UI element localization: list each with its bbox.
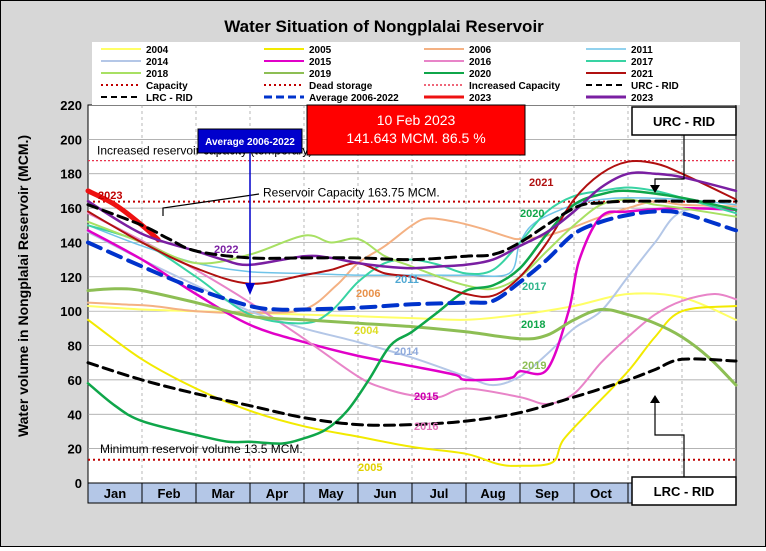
legend-label: Capacity [146, 81, 188, 92]
x-tick-label: Mar [211, 486, 234, 501]
lrc-box-label: LRC - RID [654, 484, 715, 499]
series-label-l2016: 2016 [414, 421, 438, 433]
series-line-urc-rid [86, 199, 738, 262]
x-tick-label: Apr [266, 486, 288, 501]
legend-label: Dead storage [309, 81, 373, 92]
y-tick-label: 40 [68, 407, 82, 422]
average-box-label: Average 2006-2022 [205, 137, 295, 148]
legend-label: 2021 [631, 69, 654, 80]
y-tick-label: 160 [60, 201, 82, 216]
legend-label: 2023 [469, 93, 492, 104]
lrc-arrowhead [650, 395, 660, 403]
annotations: 10 Feb 2023 141.643 MCM. 86.5 % Average 20… [162, 104, 737, 506]
legend-label: 2006 [469, 45, 492, 56]
legend-label: 2005 [309, 45, 332, 56]
y-tick-label: 20 [68, 442, 82, 457]
current-date-label: 10 Feb 2023 [377, 112, 456, 128]
series-line-2018 [87, 198, 737, 291]
x-tick-label: Feb [157, 486, 180, 501]
current-value-label: 141.643 MCM. 86.5 % [346, 130, 485, 146]
y-tick-label: 200 [60, 132, 82, 147]
urc-box-label: URC - RID [653, 114, 715, 129]
series-line-2015 [86, 206, 738, 382]
legend-label: 2004 [146, 45, 169, 56]
series-label-l2018: 2018 [521, 319, 545, 331]
series-label-l2005: 2005 [358, 462, 382, 474]
legend-label: Increased Capacity [469, 81, 561, 92]
series-line-2023 [85, 188, 161, 243]
x-tick-label: May [318, 486, 344, 501]
legend-label: 2020 [469, 69, 492, 80]
y-tick-label: 0 [75, 476, 82, 491]
series-line-2017 [87, 186, 737, 325]
series-line-2022 [86, 171, 738, 270]
y-axis-label: Water volume in Nongplalai Reservoir (MC… [15, 135, 31, 437]
series-label-l2014: 2014 [394, 346, 419, 358]
legend-label: Average 2006-2022 [309, 93, 399, 104]
series-labels: 2023 2022 2021 2020 2017 2018 2019 2011 2006 2004… [98, 177, 553, 474]
series-label-l2004: 2004 [354, 325, 379, 337]
chart-title: Water Situation of Nongplalai Reservoir [224, 17, 544, 36]
lrc-arrow [654, 401, 685, 477]
reference-label-dead: Minimum reservoir volume 13.5 MCM. [100, 442, 303, 456]
series-label-l2022: 2022 [214, 244, 238, 256]
x-tick-label: Jan [104, 486, 126, 501]
current-leader-line [162, 193, 260, 216]
y-tick-label: 100 [60, 304, 82, 319]
series-line-average-2006-2022 [86, 209, 738, 312]
series-label-l2019: 2019 [522, 360, 546, 372]
series-line-2016 [87, 212, 737, 406]
y-tick-label: 140 [60, 235, 82, 250]
x-tick-label: Jul [430, 486, 449, 501]
legend-label: 2015 [309, 57, 332, 68]
series-label-l2006: 2006 [356, 288, 380, 300]
series-line-2005 [87, 305, 737, 467]
y-axis-ticks: 0 20 40 60 80 100 120 140 160 180 200 220 [60, 98, 82, 491]
lrc-box [631, 476, 737, 506]
x-axis-ticks: JanFebMarAprMayJunJulAugSepOctNovDec [104, 486, 721, 501]
average-arrowhead [245, 283, 255, 295]
series-line-2011 [87, 197, 737, 277]
legend: 2004 2005 2006 2011 2014 2015 2016 2017 2018 2019… [92, 42, 740, 105]
legend-label: URC - RID [631, 81, 679, 92]
y-tick-label: 120 [60, 270, 82, 285]
series-label-l2017: 2017 [522, 281, 546, 293]
series-line-lrc-rid [86, 357, 738, 427]
legend-label: 2023 [631, 93, 654, 104]
x-tick-label: Aug [480, 486, 505, 501]
x-tick-label: Jun [373, 486, 396, 501]
y-tick-label: 220 [60, 98, 82, 113]
legend-label: 2016 [469, 57, 492, 68]
series-label-l2015: 2015 [414, 391, 438, 403]
y-tick-label: 80 [68, 339, 82, 354]
series-label-l2021: 2021 [529, 177, 553, 189]
series-label-l2020: 2020 [520, 208, 544, 220]
y-tick-label: 180 [60, 167, 82, 182]
legend-box [92, 42, 740, 105]
average-box [197, 128, 303, 154]
legend-label: 2018 [146, 69, 169, 80]
series-lines [85, 159, 738, 467]
y-tick-label: 60 [68, 373, 82, 388]
series-label-l2023: 2023 [98, 190, 122, 202]
legend-label: 2011 [631, 45, 653, 56]
series-line-2020 [86, 189, 738, 445]
series-label-l2011: 2011 [395, 274, 419, 286]
series-line-2019 [86, 287, 738, 387]
urc-arrowhead [650, 185, 660, 193]
legend-label: LRC - RID [146, 93, 193, 104]
legend-label: 2014 [146, 57, 169, 68]
reference-label-capacity: Reservoir Capacity 163.75 MCM. [263, 186, 440, 200]
legend-label: 2019 [309, 69, 332, 80]
x-tick-label: Sep [535, 486, 559, 501]
urc-arrow [654, 135, 685, 187]
legend-label: 2017 [631, 57, 654, 68]
x-tick-label: Oct [590, 486, 612, 501]
current-value-box [306, 104, 526, 156]
